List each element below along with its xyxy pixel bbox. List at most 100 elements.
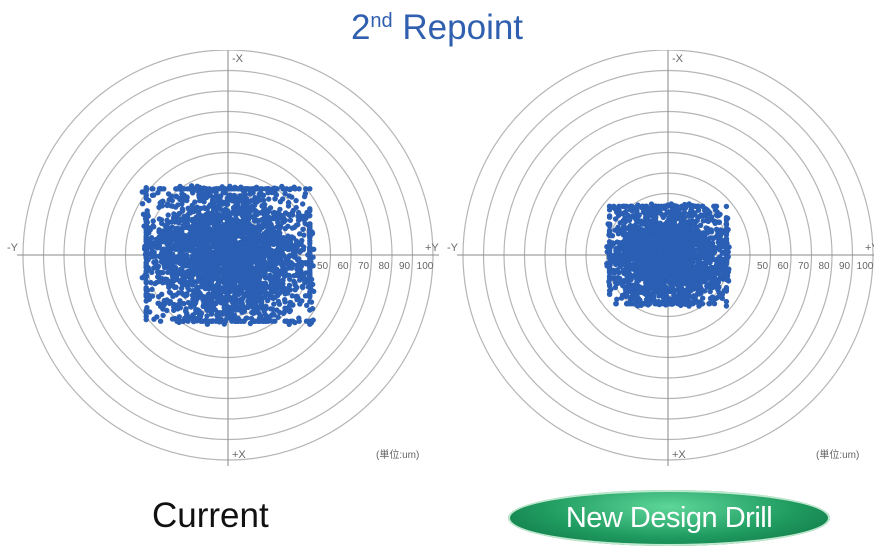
data-point [614, 296, 620, 302]
data-point [235, 207, 241, 213]
data-point [248, 289, 254, 295]
data-point [606, 223, 613, 229]
data-point [199, 217, 205, 223]
data-point [225, 281, 232, 288]
data-point [143, 285, 149, 291]
data-point [708, 285, 714, 291]
data-point [606, 291, 613, 297]
data-point [244, 219, 251, 226]
data-point [240, 240, 246, 247]
data-point [293, 222, 299, 229]
data-point [616, 203, 622, 209]
data-point [626, 217, 633, 224]
data-point [239, 207, 246, 213]
data-point [202, 318, 209, 324]
data-point [276, 283, 283, 290]
data-point [185, 268, 191, 275]
data-point [643, 220, 650, 227]
data-point [143, 278, 149, 284]
data-point [198, 265, 204, 271]
data-point [177, 196, 183, 203]
data-point [222, 190, 228, 196]
data-point [245, 207, 252, 213]
data-point [263, 267, 270, 273]
data-point [170, 277, 177, 283]
data-point [304, 302, 310, 309]
data-point [231, 312, 238, 318]
data-point [219, 184, 225, 190]
data-point [177, 298, 183, 304]
data-point [151, 244, 158, 250]
data-point [252, 194, 258, 201]
data-point [723, 254, 730, 261]
data-point [275, 249, 281, 255]
data-point [696, 291, 702, 297]
data-point [682, 281, 689, 287]
data-point [173, 234, 180, 241]
data-point [176, 314, 182, 320]
data-point [210, 227, 216, 233]
data-point [723, 286, 730, 292]
data-point [269, 318, 275, 324]
data-point [307, 248, 313, 254]
data-point [194, 284, 200, 290]
chart-current: -X +X -Y +Y 50 60 70 80 90 100 (単位:um) [6, 50, 446, 470]
data-point [694, 252, 700, 259]
data-point [606, 214, 613, 220]
data-point [289, 225, 296, 231]
data-point [248, 260, 254, 266]
data-point [287, 212, 293, 219]
data-point [269, 189, 275, 196]
data-point [173, 284, 179, 290]
data-point [199, 196, 205, 202]
data-point [241, 276, 247, 283]
data-point [650, 263, 656, 269]
data-point [293, 197, 299, 204]
data-point [292, 186, 298, 192]
data-point [606, 279, 612, 285]
data-point [218, 193, 224, 199]
data-point [303, 186, 309, 192]
data-point [241, 215, 247, 221]
data-point [293, 293, 299, 300]
data-point [190, 296, 196, 302]
data-point [296, 256, 302, 262]
data-point [178, 285, 185, 291]
data-point [276, 231, 282, 238]
data-point [253, 303, 259, 309]
data-point [258, 190, 264, 196]
data-point [275, 219, 281, 226]
data-point [268, 221, 274, 228]
data-point [257, 186, 263, 192]
data-point [178, 231, 184, 238]
data-point [234, 221, 240, 228]
data-point [282, 261, 289, 267]
data-point [264, 215, 270, 222]
data-point [292, 319, 298, 326]
data-point [307, 258, 313, 265]
data-point [290, 251, 296, 257]
data-point [160, 312, 166, 319]
data-point [273, 211, 280, 217]
data-point [168, 238, 174, 244]
data-point [246, 279, 252, 285]
data-point [254, 276, 261, 283]
data-point [257, 296, 264, 303]
data-point [705, 226, 711, 232]
data-point [217, 259, 223, 266]
data-point [268, 267, 275, 273]
data-point [675, 301, 681, 307]
data-point [177, 305, 183, 311]
data-point [189, 268, 196, 274]
data-point [185, 299, 192, 306]
data-point [195, 188, 201, 194]
data-point [208, 219, 214, 226]
data-point [219, 232, 225, 238]
data-point [152, 280, 158, 287]
data-point [218, 316, 224, 323]
data-point [303, 318, 310, 324]
data-point [198, 318, 204, 324]
data-point [160, 270, 166, 276]
data-point [150, 218, 156, 224]
